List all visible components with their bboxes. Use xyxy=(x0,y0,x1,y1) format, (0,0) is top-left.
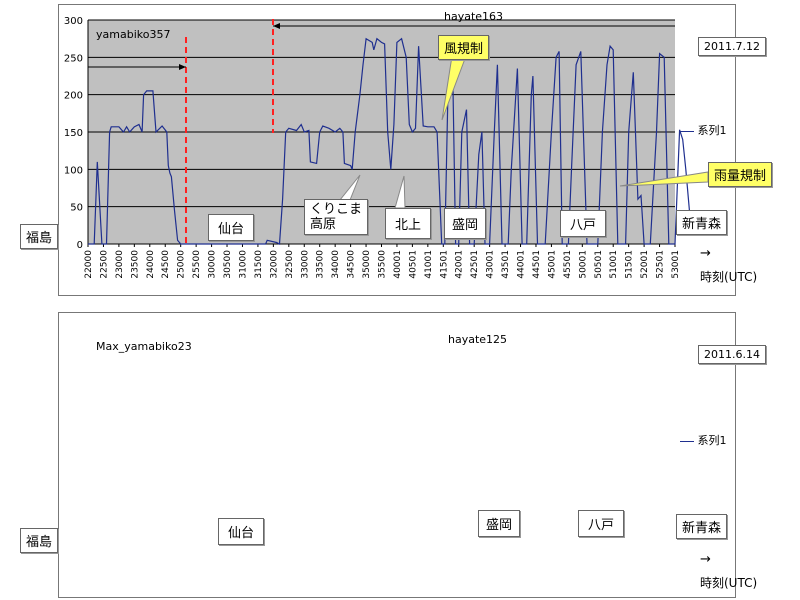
x-tick-label: 34000 xyxy=(331,250,341,279)
x-tick-label: 35500 xyxy=(378,250,388,279)
legend-label-2: 系列1 xyxy=(697,434,727,447)
station-hachinohe-2: 八戸 xyxy=(578,510,625,537)
x-tick-label: 51501 xyxy=(625,250,635,279)
station-shinaomori-1: 新青森 xyxy=(676,210,728,235)
legend-label-1: 系列1 xyxy=(697,124,727,137)
arrow-head-right xyxy=(273,23,280,29)
xaxis-arrow-1: → xyxy=(700,246,711,261)
legend-1: 系列1 xyxy=(680,122,727,138)
xaxis-arrow-2: → xyxy=(700,552,711,567)
x-tick-label: 32500 xyxy=(285,250,295,279)
chart-panel-2 xyxy=(58,312,736,598)
x-tick-label: 43501 xyxy=(501,250,511,279)
x-tick-label: 52501 xyxy=(656,250,666,279)
series-line xyxy=(88,37,691,245)
x-tick-label: 22000 xyxy=(84,250,94,279)
x-tick-label: 40001 xyxy=(393,250,403,279)
x-tick-label: 25500 xyxy=(192,250,202,279)
station-kitakami-1: 北上 xyxy=(385,208,432,239)
x-tick-label: 52001 xyxy=(640,250,650,279)
x-tick-label: 53001 xyxy=(671,250,681,279)
x-tick-label: 30500 xyxy=(223,250,233,279)
train-label-left-2: Max_yamabiko23 xyxy=(96,340,192,353)
x-tick-label: 23000 xyxy=(115,250,125,279)
x-tick-label: 32000 xyxy=(269,250,279,279)
train-label-left-1: yamabiko357 xyxy=(96,28,171,41)
station-kurikoma-1: くりこま 高原 xyxy=(304,199,369,235)
x-tick-label: 30000 xyxy=(208,250,218,279)
x-tick-label: 24000 xyxy=(146,250,156,279)
station-sendai-1: 仙台 xyxy=(208,214,255,241)
x-tick-label: 22500 xyxy=(99,250,109,279)
legend-line-icon xyxy=(680,440,694,442)
date-label-2: 2011.6.14 xyxy=(698,345,766,364)
x-tick-label: 41001 xyxy=(424,250,434,279)
x-tick-label: 33000 xyxy=(300,250,310,279)
station-kogen-label: 高原 xyxy=(310,217,337,232)
y-tick-label: 0 xyxy=(77,240,83,251)
x-tick-label: 44501 xyxy=(532,250,542,279)
y-tick-label: 250 xyxy=(64,53,83,64)
y-tick-label: 50 xyxy=(70,203,83,214)
y-tick-label: 150 xyxy=(64,128,83,139)
x-tick-label: 34500 xyxy=(347,250,357,279)
x-tick-label: 50001 xyxy=(578,250,588,279)
x-tick-label: 41501 xyxy=(439,250,449,279)
x-tick-label: 35000 xyxy=(362,250,372,279)
legend-line-icon xyxy=(680,130,694,132)
train-label-right-2: hayate125 xyxy=(448,333,508,346)
x-tick-label: 25000 xyxy=(177,250,187,279)
x-tick-label: 24500 xyxy=(161,250,171,279)
y-tick-label: 100 xyxy=(64,165,83,176)
x-tick-label: 44001 xyxy=(517,250,527,279)
xaxis-label-2: 時刻(UTC) xyxy=(700,576,758,590)
y-tick-label: 200 xyxy=(64,91,83,102)
station-fukushima-2: 福島 xyxy=(20,528,59,553)
x-tick-label: 45501 xyxy=(563,250,573,279)
x-tick-label: 31000 xyxy=(238,250,248,279)
station-morioka-2: 盛岡 xyxy=(478,510,521,537)
station-fukushima-1: 福島 xyxy=(20,224,59,249)
legend-2: 系列1 xyxy=(680,432,727,448)
x-tick-label: 42001 xyxy=(455,250,465,279)
station-sendai-2: 仙台 xyxy=(218,518,265,545)
x-tick-label: 42501 xyxy=(470,250,480,279)
x-tick-label: 45001 xyxy=(547,250,557,279)
callout-rain-regulation: 雨量規制 xyxy=(708,162,773,187)
station-morioka-1: 盛岡 xyxy=(444,208,487,239)
x-tick-label: 31500 xyxy=(254,250,264,279)
x-tick-label: 23500 xyxy=(130,250,140,279)
train-label-right-1: hayate163 xyxy=(444,10,504,23)
x-tick-label: 50501 xyxy=(594,250,604,279)
callout-wind-regulation: 風規制 xyxy=(438,35,490,60)
station-hachinohe-1: 八戸 xyxy=(560,210,607,237)
x-tick-label: 43001 xyxy=(486,250,496,279)
xaxis-label-1: 時刻(UTC) xyxy=(700,270,758,284)
x-tick-label: 40501 xyxy=(408,250,418,279)
arrow-head-left xyxy=(179,64,186,70)
station-shinaomori-2: 新青森 xyxy=(676,514,728,539)
y-tick-label: 300 xyxy=(64,16,83,27)
x-tick-label: 33500 xyxy=(316,250,326,279)
station-kurikoma-label: くりこま xyxy=(310,202,363,217)
x-tick-label: 51001 xyxy=(609,250,619,279)
date-label-1: 2011.7.12 xyxy=(698,37,766,56)
